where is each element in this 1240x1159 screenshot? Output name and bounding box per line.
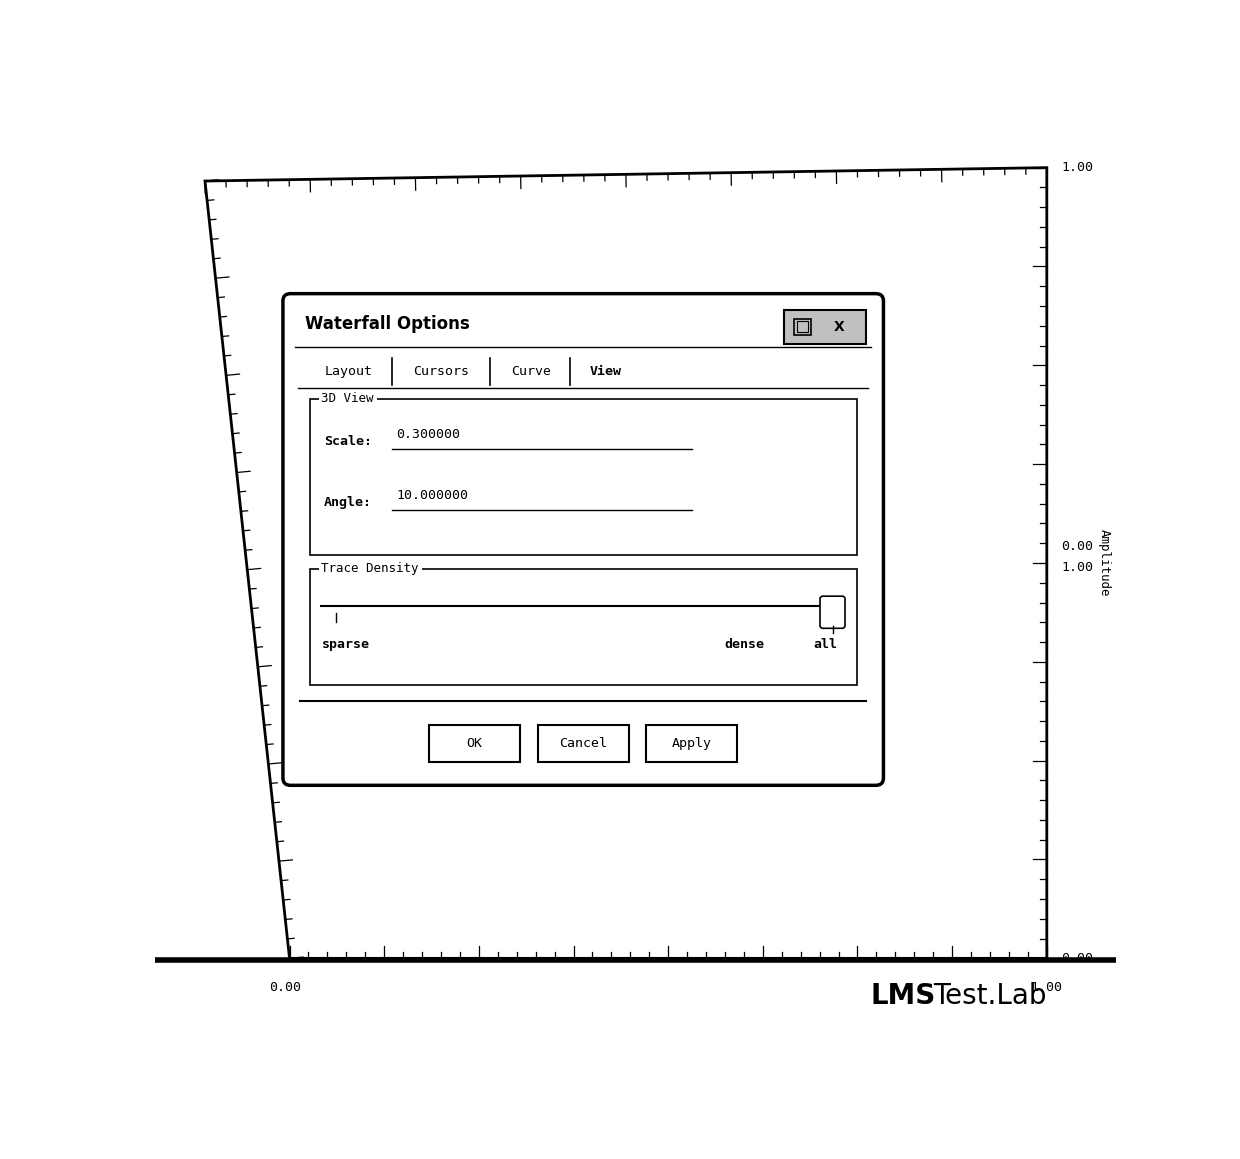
Text: all: all	[813, 637, 837, 651]
Text: Apply: Apply	[672, 737, 712, 750]
Text: Cancel: Cancel	[559, 737, 608, 750]
Bar	[310, 399, 857, 555]
Text: 0.00: 0.00	[1061, 952, 1094, 964]
Bar	[797, 321, 808, 331]
Text: 1.00: 1.00	[1030, 981, 1063, 993]
FancyBboxPatch shape	[820, 596, 844, 628]
Bar	[785, 309, 866, 343]
Bar	[646, 724, 738, 763]
Text: 3D View: 3D View	[321, 393, 374, 406]
Text: OK: OK	[466, 737, 482, 750]
Text: 0.00: 0.00	[1061, 540, 1094, 553]
Text: LMS: LMS	[870, 982, 936, 1009]
Text: Layout: Layout	[325, 365, 372, 378]
Bar	[310, 569, 857, 685]
Text: Test.Lab: Test.Lab	[934, 982, 1047, 1009]
Text: X: X	[833, 320, 844, 334]
Text: Scale:: Scale:	[325, 436, 372, 449]
Text: 0.300000: 0.300000	[397, 428, 460, 442]
Text: 1.00: 1.00	[1061, 561, 1094, 574]
Text: dense: dense	[724, 637, 764, 651]
Text: Cursors: Cursors	[413, 365, 470, 378]
FancyBboxPatch shape	[283, 293, 883, 786]
Polygon shape	[205, 168, 1047, 958]
Bar	[429, 724, 521, 763]
Text: Waterfall Options: Waterfall Options	[305, 315, 470, 333]
Text: 10.000000: 10.000000	[397, 489, 469, 502]
Bar	[794, 319, 811, 335]
Text: sparse: sparse	[321, 637, 370, 651]
Text: 0.00: 0.00	[269, 981, 301, 993]
Text: Curve: Curve	[511, 365, 551, 378]
Text: View: View	[590, 365, 621, 378]
Bar	[538, 724, 629, 763]
Text: Amplitude: Amplitude	[1097, 530, 1111, 597]
Text: 1.00: 1.00	[1061, 161, 1094, 174]
Text: Trace Density: Trace Density	[321, 562, 419, 575]
Text: Angle:: Angle:	[325, 496, 372, 509]
